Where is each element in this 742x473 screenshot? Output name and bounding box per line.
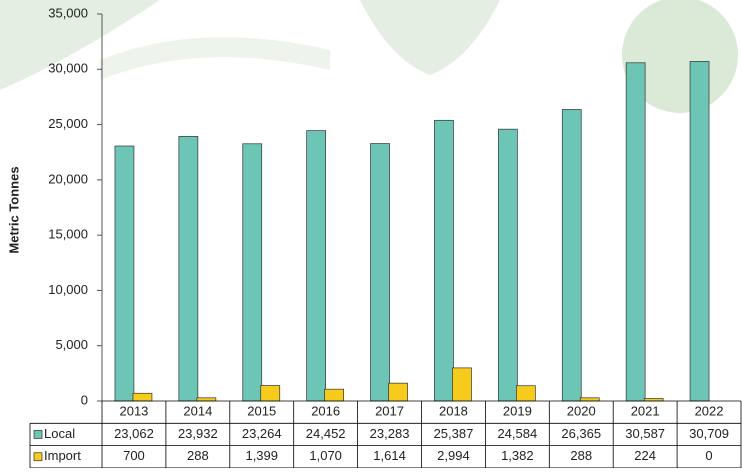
table-cell: 25,387: [434, 426, 474, 441]
x-tick-label: 2022: [695, 404, 724, 419]
table-cell: 23,062: [114, 426, 154, 441]
x-tick-label: 2017: [375, 404, 404, 419]
y-tick-label: 25,000: [48, 116, 88, 131]
legend-swatch: [33, 452, 43, 462]
y-tick-label: 35,000: [48, 5, 88, 20]
bar: [242, 143, 263, 402]
bar: [689, 61, 710, 402]
bar: [132, 392, 153, 402]
table-cell: 23,932: [178, 426, 218, 441]
bar: [178, 136, 199, 402]
table-cell: 26,365: [561, 426, 601, 441]
table-cell: 0: [705, 448, 712, 463]
bar: [370, 143, 390, 402]
bar: [515, 385, 536, 402]
y-tick-label: 10,000: [48, 282, 88, 297]
y-tick-label: 5,000: [55, 337, 88, 352]
bar: [625, 62, 646, 402]
bar: [114, 145, 135, 402]
bar: [498, 128, 518, 402]
x-tick-label: 2020: [567, 404, 596, 419]
table-cell: 1,614: [373, 448, 406, 463]
x-tick-label: 2015: [247, 404, 276, 419]
y-tick-label: 30,000: [48, 61, 88, 76]
table-cell: 23,283: [370, 426, 410, 441]
table-cell: 700: [123, 448, 145, 463]
y-tick-label: 15,000: [48, 227, 88, 242]
y-tick-label: 20,000: [48, 171, 88, 186]
table-cell: 1,070: [309, 448, 342, 463]
x-tick-label: 2018: [439, 404, 468, 419]
legend-label: Local: [44, 426, 75, 441]
table-cell: 288: [187, 448, 209, 463]
x-tick-label: 2014: [183, 404, 212, 419]
table-cell: 24,584: [497, 426, 537, 441]
table-cell: 30,587: [625, 426, 665, 441]
bar: [196, 397, 217, 402]
table-cell: 24,452: [306, 426, 346, 441]
x-tick-label: 2021: [631, 404, 660, 419]
y-axis-title: Metric Tonnes: [6, 166, 21, 253]
y-tick-label: 0: [81, 392, 88, 407]
bar: [561, 109, 582, 402]
bar: [260, 385, 281, 402]
table-cell: 224: [634, 448, 656, 463]
x-tick-label: 2016: [311, 404, 340, 419]
bar: [324, 388, 344, 402]
bar: [388, 382, 408, 402]
table-cell: 1,382: [501, 448, 534, 463]
table-cell: 1,399: [245, 448, 278, 463]
table-cell: 288: [570, 448, 592, 463]
bar: [579, 397, 600, 402]
bar: [452, 367, 472, 402]
table-cell: 2,994: [437, 448, 470, 463]
bar: [434, 119, 454, 402]
bar: [306, 130, 326, 402]
legend-swatch: [33, 430, 43, 439]
table-cell: 23,264: [242, 426, 282, 441]
legend-label: Import: [44, 448, 81, 463]
x-tick-label: 2019: [503, 404, 532, 419]
x-tick-label: 2013: [119, 404, 148, 419]
table-cell: 30,709: [689, 426, 729, 441]
